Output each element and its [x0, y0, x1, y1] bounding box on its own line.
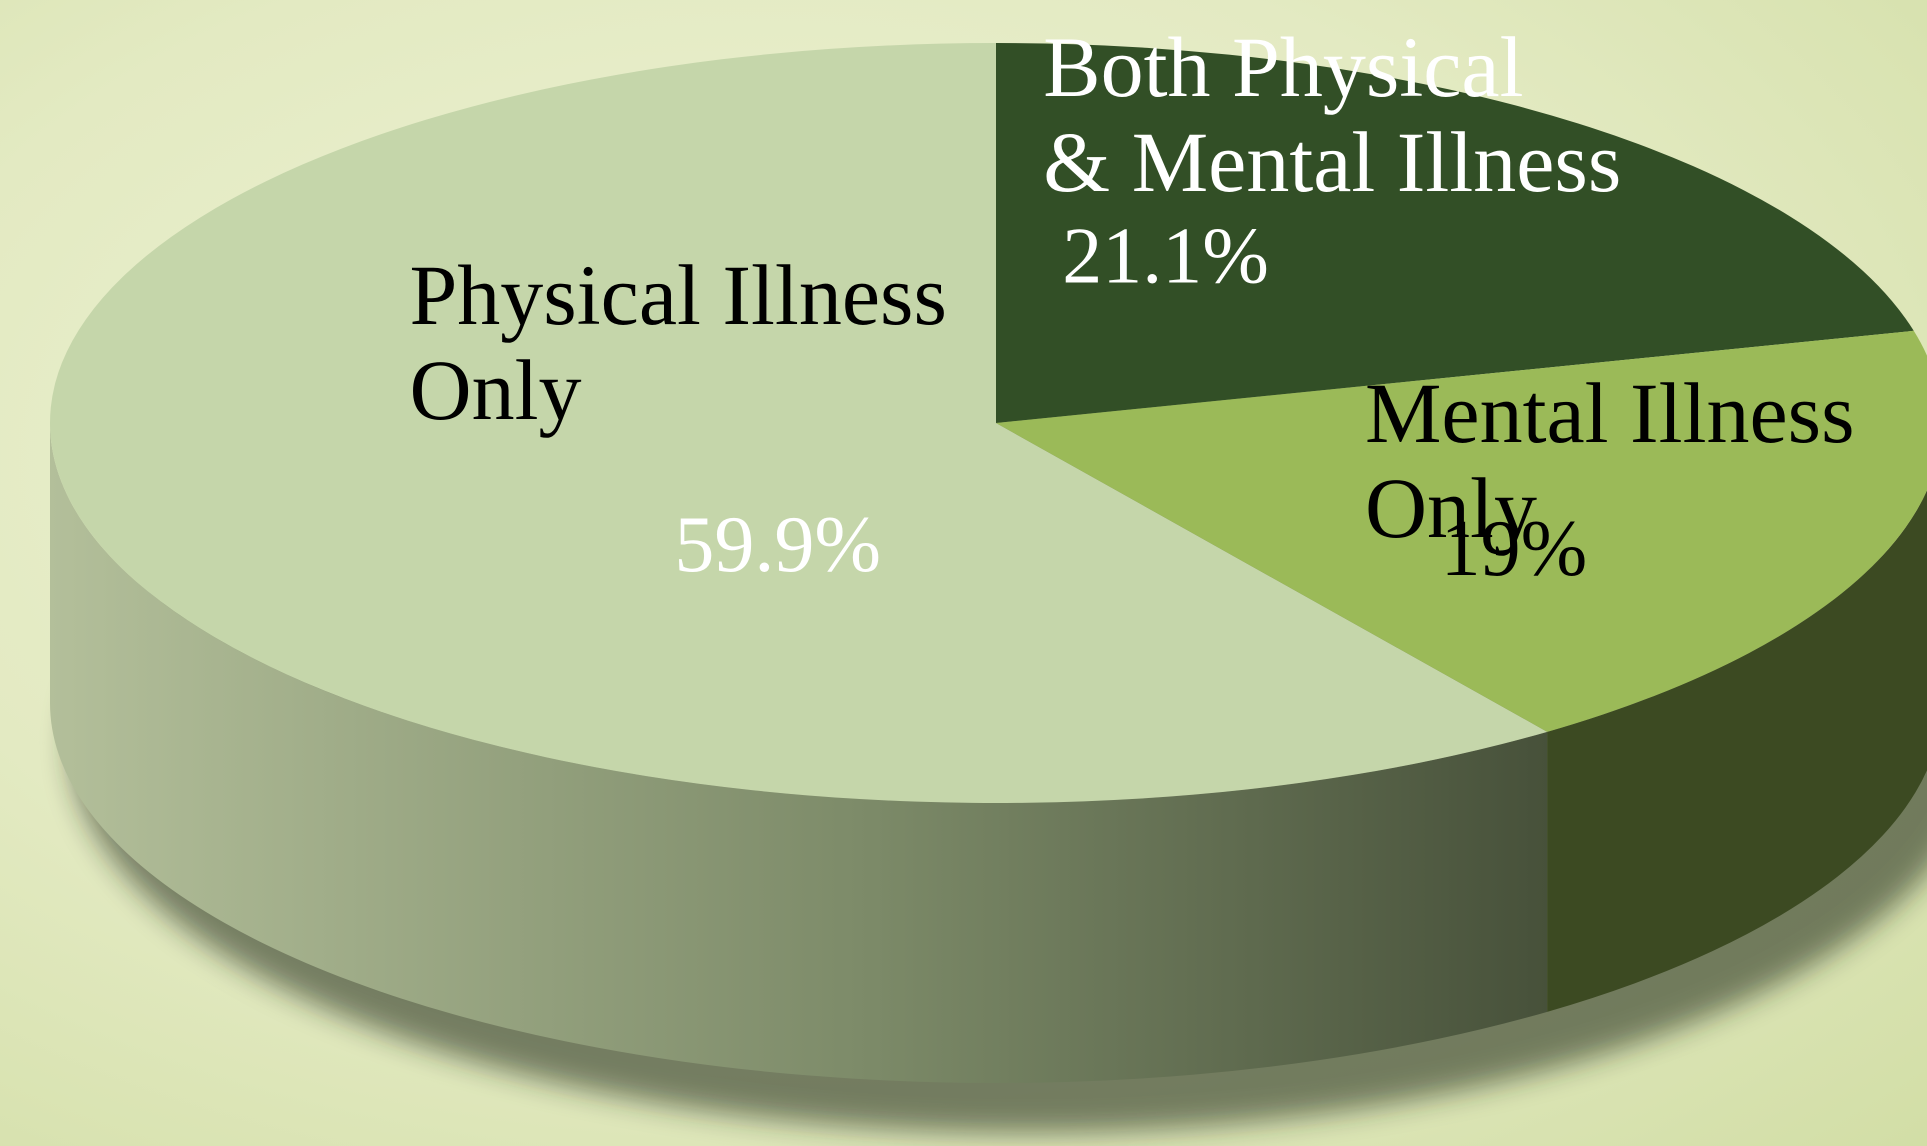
slice-label-line: Only [409, 342, 581, 438]
slice-label-line: Only [1365, 460, 1537, 556]
pie-slice-both-physical-and-mental-illness [996, 43, 1914, 423]
slice-label-both-physical-and-mental-illness: Both Physical & Mental Illness [1043, 19, 1621, 210]
pie-side-physical-illness-only [50, 423, 1548, 1084]
pie-side-mental-illness-only [1547, 490, 1927, 1012]
slice-value-both-physical-and-mental-illness: 21.1% [1062, 212, 1269, 300]
slice-label-line: Both Physical [1043, 19, 1523, 115]
slice-value-physical-illness-only: 59.9% [674, 501, 881, 589]
pie-slice-mental-illness-only [996, 330, 1927, 732]
pie-slice-physical-illness-only [50, 43, 1548, 803]
slice-label-line: & Mental Illness [1043, 114, 1621, 210]
slice-label-mental-illness-only: Mental Illness Only [1365, 365, 1855, 556]
slice-value-mental-illness-only: 19% [1441, 505, 1588, 593]
slice-label-line: Physical Illness [409, 247, 946, 343]
slice-label-physical-illness-only: Physical Illness Only [409, 247, 946, 438]
slice-label-line: Mental Illness [1365, 365, 1855, 461]
